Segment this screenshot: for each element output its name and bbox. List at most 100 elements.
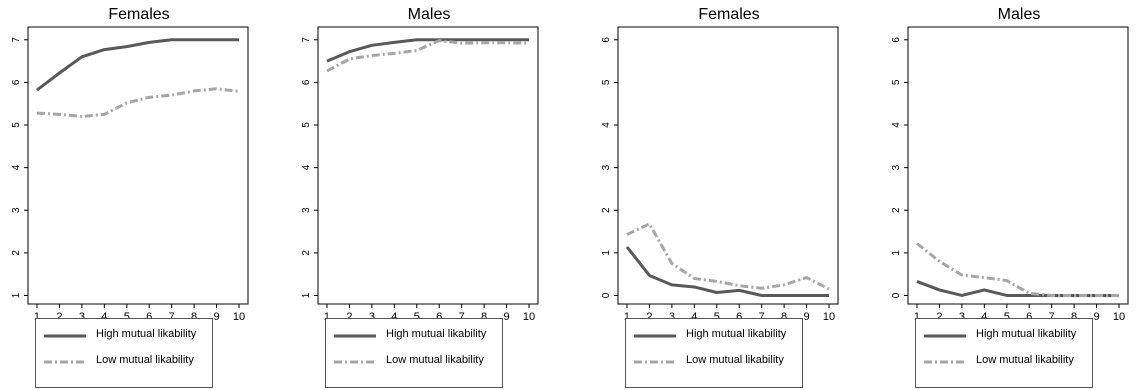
y-tick-label: 5 bbox=[301, 122, 312, 128]
series-line-high bbox=[625, 245, 830, 297]
x-tick-label: 10 bbox=[823, 311, 835, 323]
panel-title: Males bbox=[997, 6, 1041, 23]
panel-title: Females bbox=[698, 6, 760, 23]
legend-label-high: High mutual likability bbox=[976, 328, 1077, 340]
legend-swatch-high bbox=[924, 334, 966, 338]
x-tick-label: 1 bbox=[914, 311, 920, 323]
x-tick-label: 5 bbox=[714, 311, 720, 323]
legend-swatch-low bbox=[44, 360, 86, 364]
x-tick-label: 2 bbox=[346, 311, 352, 323]
legend-swatch-high bbox=[44, 334, 86, 338]
legend-item-low: Low mutual likability bbox=[634, 353, 802, 371]
legend-label-low: Low mutual likability bbox=[96, 354, 194, 366]
plot-area bbox=[617, 26, 839, 305]
legend: High mutual likability Low mutual likabi… bbox=[915, 318, 1093, 388]
x-tick-label: 5 bbox=[124, 311, 130, 323]
x-tick-label: 10 bbox=[1113, 311, 1125, 323]
legend-item-low: Low mutual likability bbox=[334, 353, 502, 371]
y-tick-label: 3 bbox=[11, 207, 22, 213]
y-tick-label: 2 bbox=[891, 207, 902, 213]
y-tick-label: 4 bbox=[11, 164, 22, 170]
legend: High mutual likability Low mutual likabi… bbox=[625, 318, 803, 388]
y-tick-label: 3 bbox=[891, 164, 902, 170]
y-tick-label: 6 bbox=[301, 79, 312, 85]
panel-title: Males bbox=[407, 6, 451, 23]
legend-swatch-low bbox=[924, 360, 966, 364]
y-tick-label: 1 bbox=[891, 250, 902, 256]
series-line-low bbox=[916, 242, 1120, 297]
x-tick-label: 6 bbox=[146, 311, 152, 323]
x-tick-label: 9 bbox=[1094, 311, 1100, 323]
legend-item-low: Low mutual likability bbox=[924, 353, 1092, 371]
line-chart: 012345612345678910Round bbox=[601, 26, 839, 335]
y-tick-label: 5 bbox=[11, 122, 22, 128]
y-tick-label: 2 bbox=[601, 207, 612, 213]
legend-swatch-high bbox=[334, 334, 376, 338]
line-chart: 123456712345678910Round bbox=[301, 26, 539, 335]
legend: High mutual likability Low mutual likabi… bbox=[325, 318, 503, 388]
legend-swatch-low bbox=[334, 360, 376, 364]
y-tick-label: 1 bbox=[11, 292, 22, 298]
x-tick-label: 7 bbox=[169, 311, 175, 323]
y-tick-label: 3 bbox=[301, 207, 312, 213]
x-tick-label: 8 bbox=[1071, 311, 1077, 323]
x-tick-label: 4 bbox=[101, 311, 107, 323]
y-tick-label: 5 bbox=[601, 79, 612, 85]
legend-item-high: High mutual likability bbox=[634, 327, 802, 345]
series-line-low bbox=[326, 39, 530, 73]
x-tick-label: 8 bbox=[781, 311, 787, 323]
y-tick-label: 6 bbox=[601, 37, 612, 43]
x-tick-label: 2 bbox=[646, 311, 652, 323]
series-line-high bbox=[326, 38, 530, 63]
x-tick-label: 2 bbox=[936, 311, 942, 323]
x-tick-label: 3 bbox=[669, 311, 675, 323]
legend-label-high: High mutual likability bbox=[96, 328, 197, 340]
legend-label-high: High mutual likability bbox=[686, 328, 787, 340]
panel-males-left: Males 123456712345678910Round High mutua… bbox=[290, 0, 540, 390]
x-tick-label: 9 bbox=[504, 311, 510, 323]
y-tick-label: 7 bbox=[301, 37, 312, 43]
x-tick-label: 10 bbox=[233, 311, 245, 323]
x-tick-label: 10 bbox=[523, 311, 535, 323]
x-tick-label: 3 bbox=[369, 311, 375, 323]
y-tick-label: 4 bbox=[301, 164, 312, 170]
y-tick-label: 1 bbox=[301, 292, 312, 298]
x-tick-label: 1 bbox=[624, 311, 630, 323]
plot-area bbox=[907, 26, 1129, 305]
x-tick-label: 8 bbox=[481, 311, 487, 323]
legend: High mutual likability Low mutual likabi… bbox=[35, 318, 213, 388]
x-tick-label: 5 bbox=[414, 311, 420, 323]
y-tick-label: 5 bbox=[891, 79, 902, 85]
x-tick-label: 2 bbox=[56, 311, 62, 323]
y-tick-label: 4 bbox=[891, 122, 902, 128]
x-tick-label: 9 bbox=[804, 311, 810, 323]
series-line-low bbox=[36, 87, 240, 118]
y-tick-label: 7 bbox=[11, 37, 22, 43]
series-line-high bbox=[36, 38, 240, 92]
legend-label-low: Low mutual likability bbox=[386, 354, 484, 366]
x-tick-label: 1 bbox=[34, 311, 40, 323]
x-tick-label: 6 bbox=[1026, 311, 1032, 323]
legend-swatch-low bbox=[634, 360, 676, 364]
panel-males-right: Males 012345612345678910Round High mutua… bbox=[880, 0, 1130, 390]
x-tick-label: 6 bbox=[736, 311, 742, 323]
y-tick-label: 2 bbox=[301, 250, 312, 256]
y-tick-label: 6 bbox=[11, 79, 22, 85]
legend-label-high: High mutual likability bbox=[386, 328, 487, 340]
x-tick-label: 7 bbox=[759, 311, 765, 323]
panel-females-right: Females 012345612345678910Round High mut… bbox=[590, 0, 840, 390]
y-tick-label: 0 bbox=[891, 292, 902, 298]
panel-females-left: Females 123456712345678910Round High mut… bbox=[0, 0, 250, 390]
x-tick-label: 9 bbox=[214, 311, 220, 323]
plot-area bbox=[317, 26, 539, 305]
x-tick-label: 4 bbox=[981, 311, 987, 323]
x-tick-label: 4 bbox=[691, 311, 697, 323]
legend-swatch-high bbox=[634, 334, 676, 338]
line-chart: 123456712345678910Round bbox=[11, 26, 249, 335]
series-line-low bbox=[626, 222, 830, 291]
legend-item-high: High mutual likability bbox=[924, 327, 1092, 345]
y-tick-label: 2 bbox=[11, 250, 22, 256]
x-tick-label: 3 bbox=[79, 311, 85, 323]
x-tick-label: 6 bbox=[436, 311, 442, 323]
